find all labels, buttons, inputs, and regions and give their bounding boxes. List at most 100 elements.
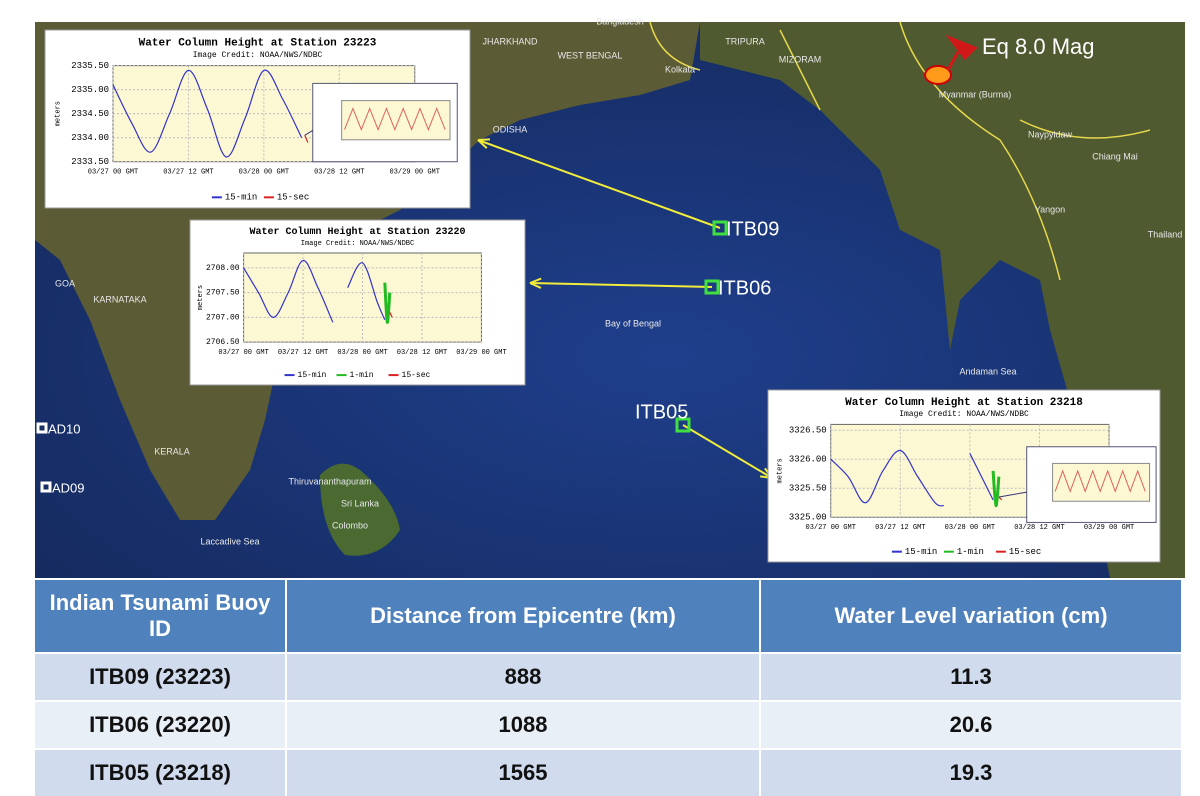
pin xyxy=(945,34,978,71)
row: ITB05 (23218) 1565 19.3 xyxy=(35,748,1183,796)
y-tick-label: 2708.00 xyxy=(206,264,240,273)
cell: 1565 xyxy=(286,748,761,796)
map-label: Bay of Bengal xyxy=(605,318,661,328)
y-tick-label: 2334.00 xyxy=(71,133,109,143)
map-label: Yangon xyxy=(1035,204,1065,214)
y-tick-label: 2335.50 xyxy=(71,61,109,71)
chart-title: Water Column Height at Station 23218 xyxy=(845,397,1083,409)
legend-label: 15-sec xyxy=(1009,547,1041,557)
x-tick-label: 03/28 12 GMT xyxy=(314,169,364,177)
map-label: Myanmar (Burma) xyxy=(939,89,1012,99)
map-label: WEST BENGAL xyxy=(558,50,623,60)
map-label: ODISHA xyxy=(493,124,528,134)
legend-label: 1-min xyxy=(957,547,984,557)
map-label: KARNATAKA xyxy=(93,294,146,304)
inset-trace xyxy=(1054,469,1146,493)
buoy-marker xyxy=(40,481,52,493)
x-tick-label: 03/28 00 GMT xyxy=(337,349,387,357)
x-tick-label: 03/28 12 GMT xyxy=(1014,524,1064,532)
chart: Water Column Height at Station 23218Imag… xyxy=(767,389,1161,563)
map-figure: Bangladesh JHARKHAND WEST BENGAL TRIPURA MIZ… xyxy=(35,16,1185,578)
arrowhead xyxy=(477,138,491,149)
inset-connector xyxy=(998,491,1027,498)
inset-connector xyxy=(304,129,314,136)
map-label: Andaman Sea xyxy=(959,366,1016,376)
x-tick-label: 03/29 00 GMT xyxy=(456,349,506,357)
cell: 11.3 xyxy=(760,652,1183,701)
y-tick-label: 2707.00 xyxy=(206,313,240,322)
chart: Water Column Height at Station 23223 Imag… xyxy=(44,29,471,209)
y-axis-label: meters xyxy=(777,458,785,483)
series-line xyxy=(389,312,393,318)
borders xyxy=(649,21,1151,281)
x-tick-label: 03/27 12 GMT xyxy=(278,349,328,357)
y-tick-label: 2333.50 xyxy=(71,157,109,167)
series-line xyxy=(112,69,303,158)
chart: Water Column Height at Station 23220 Imag… xyxy=(189,219,526,386)
chart-subtitle: Image Credit: NOAA/NWS/NDBC xyxy=(899,410,1029,419)
east-land xyxy=(700,22,1185,578)
x-tick-label: 03/28 00 GMT xyxy=(945,524,995,532)
series-line xyxy=(243,259,386,323)
map-label: KERALA xyxy=(154,446,190,456)
row: ITB06 (23220) 1088 20.6 xyxy=(35,700,1183,749)
buoy-marker xyxy=(712,220,728,236)
x-tick-label: 03/27 00 GMT xyxy=(806,524,856,532)
cell: ITB09 (23223) xyxy=(35,652,287,701)
header-cell: Distance from Epicentre (km) xyxy=(286,580,761,653)
y-tick-label: 3326.00 xyxy=(789,455,827,465)
x-tick-label: 03/28 00 GMT xyxy=(239,169,289,177)
chart-title: Water Column Height at Station 23220 xyxy=(249,226,465,238)
series-line xyxy=(830,449,994,507)
map-label: MIZORAM xyxy=(779,54,822,64)
map-label: Naypyidaw xyxy=(1028,129,1073,139)
cell: 20.6 xyxy=(760,700,1183,749)
header-cell: Indian Tsunami Buoy ID xyxy=(35,580,287,653)
map-label: Chiang Mai xyxy=(1092,151,1138,161)
arrow xyxy=(477,139,721,229)
y-tick-label: 3325.00 xyxy=(789,513,827,523)
x-tick-label: 03/29 00 GMT xyxy=(390,169,440,177)
chart-title: Water Column Height at Station 23223 xyxy=(139,37,377,49)
map-label: Laccadive Sea xyxy=(200,536,259,546)
series-line xyxy=(383,282,392,324)
cell: 1088 xyxy=(286,700,761,749)
map-label: GOA xyxy=(55,278,75,288)
map-label: Kolkata xyxy=(665,64,695,74)
map-label: Thiruvananthapuram xyxy=(288,476,371,486)
y-axis-label: meters xyxy=(55,101,63,126)
map-label: TRIPURA xyxy=(725,36,765,46)
cell: ITB06 (23220) xyxy=(35,700,287,749)
buoy-label: ITB09 xyxy=(726,218,779,240)
series-line xyxy=(304,135,309,143)
cell: 888 xyxy=(286,652,761,701)
legend-label: 1-min xyxy=(350,371,374,380)
map-label: Thailand xyxy=(1148,229,1183,239)
x-tick-label: 03/27 12 GMT xyxy=(875,524,925,532)
buoy-label: ITB05 xyxy=(635,401,688,423)
header-row: Indian Tsunami Buoy ID Distance from Epi… xyxy=(35,580,1183,653)
y-tick-label: 2335.00 xyxy=(71,85,109,95)
y-tick-label: 3326.50 xyxy=(789,426,827,436)
legend-label: 15-min xyxy=(298,371,327,380)
map-label: JHARKHAND xyxy=(482,36,538,46)
sri-lanka xyxy=(320,463,400,556)
y-tick-label: 3325.50 xyxy=(789,484,827,494)
chart-subtitle: Image Credit: NOAA/NWS/NDBC xyxy=(301,240,414,248)
legend-label: 15-sec xyxy=(402,371,431,380)
arrowhead xyxy=(529,277,542,289)
epicentre-label: Eq 8.0 Mag xyxy=(982,34,1095,59)
y-tick-label: 2334.50 xyxy=(71,109,109,119)
buoy-table: Indian Tsunami Buoy ID Distance from Epi… xyxy=(35,580,1183,796)
chart-subtitle: Image Credit: NOAA/NWS/NDBC xyxy=(193,51,323,60)
series-line xyxy=(991,470,1001,508)
buoy-label: AD09 xyxy=(52,480,85,495)
buoy-marker xyxy=(675,417,691,433)
epicentre-marker xyxy=(924,65,952,85)
x-tick-label: 03/29 00 GMT xyxy=(1084,524,1134,532)
row: ITB09 (23223) 888 11.3 xyxy=(35,652,1183,701)
x-tick-label: 03/27 00 GMT xyxy=(218,349,268,357)
map-label: Colombo xyxy=(332,520,368,530)
buoy-marker xyxy=(36,422,48,434)
